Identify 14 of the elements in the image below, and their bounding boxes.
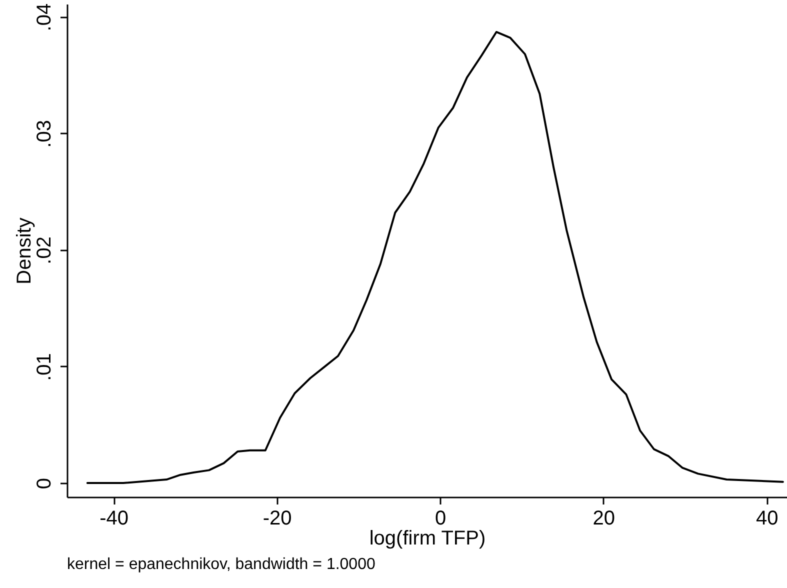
y-tick-label: 0 bbox=[34, 478, 56, 490]
y-tick-label: .02 bbox=[34, 236, 56, 264]
x-tick-label: -20 bbox=[262, 508, 292, 530]
x-axis-title: log(firm TFP) bbox=[369, 528, 486, 550]
x-tick-label: 20 bbox=[592, 508, 615, 530]
line-series bbox=[86, 30, 784, 484]
y-tick-label: .04 bbox=[34, 3, 56, 32]
x-tick-label: 40 bbox=[756, 508, 778, 530]
text: kernel = epanechnikov, bandwidth = 1.0000 bbox=[67, 556, 376, 573]
y-tick-label: .03 bbox=[34, 120, 56, 148]
y-tick-label: .01 bbox=[34, 353, 56, 381]
x-tick-label: 0 bbox=[435, 508, 446, 530]
y-axis-title: Density bbox=[14, 218, 36, 284]
x-tick-label: -40 bbox=[100, 508, 128, 530]
